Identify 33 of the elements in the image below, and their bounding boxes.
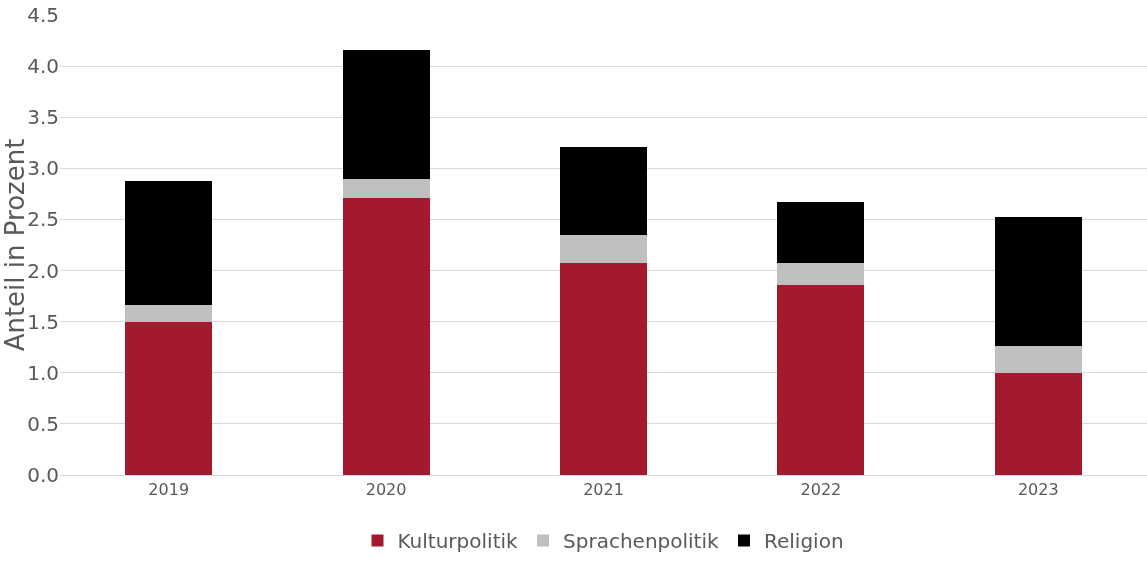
y-tick-label: 1.5 [27,309,59,334]
x-tick-label: 2021 [583,480,624,500]
bar [994,372,1082,475]
legend-label: Kulturpolitik [397,529,519,554]
y-tick-label: 0.0 [27,463,59,487]
legend-label: Sprachenpolitik [563,529,719,554]
x-tick-label: 2022 [800,480,842,500]
y-tick-label: 4.0 [27,54,59,79]
bar [777,284,865,475]
y-tick-label: 2.5 [27,207,59,232]
bar [125,305,213,322]
bar [560,146,647,235]
bar [342,49,430,179]
bar [560,263,647,475]
bar [342,197,430,475]
legend-label: Religion [764,529,844,554]
y-tick-label: 2.0 [27,258,59,283]
y-tick-label: 3.5 [27,105,59,130]
bar [560,234,647,264]
bar [994,217,1082,347]
bar [777,202,865,264]
x-tick-label: 2020 [365,480,407,500]
x-tick-label: 2019 [148,480,190,500]
bar [342,178,430,198]
bar [994,346,1082,373]
bar [125,321,213,475]
y-tick-label: 3.0 [27,156,59,181]
y-tick-label: 1.0 [27,360,59,385]
bar [777,263,865,285]
x-tick-label: 2023 [1017,480,1059,500]
bar [125,180,213,306]
y-tick-label: 4.5 [27,3,59,27]
y-tick-label: 0.5 [27,411,59,436]
